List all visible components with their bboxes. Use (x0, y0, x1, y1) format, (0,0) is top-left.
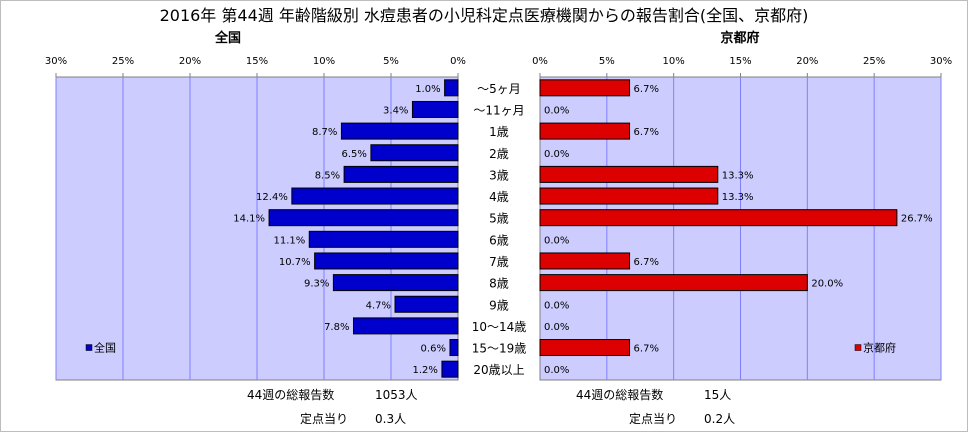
national-bar (411, 100, 459, 118)
kyoto-bar (539, 122, 631, 140)
national-legend-swatch (85, 344, 93, 351)
national-bar (332, 274, 459, 292)
national-bar (340, 122, 459, 140)
age-category-label: 20歳以上 (473, 363, 524, 377)
kyoto-data-label: 0.0% (544, 322, 569, 333)
kyoto-legend-label: 京都府 (863, 341, 896, 355)
kyoto-data-label: 0.0% (544, 365, 569, 376)
kyoto-data-label: 6.7% (634, 84, 659, 95)
age-category-label: 4歳 (489, 190, 509, 204)
national-data-label: 6.5% (341, 149, 366, 160)
kyoto-data-label: 6.7% (634, 127, 659, 138)
kyoto-tick-label: 25% (863, 56, 885, 67)
kyoto-bar (539, 339, 631, 357)
kyoto-bar (539, 209, 898, 227)
age-category-label: ～5ヶ月 (477, 82, 521, 96)
national-bar (352, 317, 459, 335)
kyoto-data-label: 6.7% (634, 257, 659, 268)
kyoto-bar (539, 252, 631, 270)
national-total-value: 1053人 (375, 388, 418, 402)
national-data-label: 1.0% (415, 84, 440, 95)
age-category-label: 10～14歳 (472, 320, 527, 334)
kyoto-data-label: 6.7% (634, 344, 659, 355)
kyoto-data-label: 0.0% (544, 300, 569, 311)
age-category-label: 9歳 (489, 298, 509, 312)
national-bar (370, 144, 459, 162)
national-bar (314, 252, 459, 270)
national-data-label: 14.1% (233, 214, 265, 225)
kyoto-data-label: 26.7% (901, 214, 933, 225)
national-total-label: 44週の総報告数 (247, 387, 334, 402)
national-bar (394, 295, 459, 313)
age-category-label: 7歳 (489, 255, 509, 269)
kyoto-per-value: 0.2人 (704, 412, 735, 426)
kyoto-data-label: 13.3% (722, 192, 754, 203)
national-data-label: 10.7% (279, 257, 311, 268)
age-category-label: 5歳 (489, 212, 509, 226)
national-data-label: 3.4% (383, 105, 408, 116)
kyoto-legend-swatch (854, 344, 862, 351)
national-bar (308, 230, 459, 248)
national-tick-label: 25% (112, 56, 134, 67)
national-bar (291, 187, 459, 205)
kyoto-data-label: 0.0% (544, 235, 569, 246)
age-category-label: 15～19歳 (472, 342, 527, 356)
national-tick-label: 30% (45, 56, 67, 67)
national-bar (444, 79, 459, 97)
national-tick-label: 0% (450, 56, 466, 67)
national-bar (441, 360, 459, 378)
kyoto-tick-label: 15% (729, 56, 751, 67)
national-data-label: 7.8% (324, 322, 349, 333)
age-category-label: 6歳 (489, 233, 509, 247)
national-data-label: 4.7% (366, 300, 391, 311)
national-legend-label: 全国 (94, 341, 116, 355)
kyoto-bar (539, 274, 808, 292)
age-category-label: 8歳 (489, 277, 509, 291)
national-data-label: 1.2% (413, 365, 438, 376)
age-category-label: ～11ヶ月 (473, 103, 524, 117)
national-data-label: 0.6% (421, 344, 446, 355)
kyoto-data-label: 20.0% (811, 279, 843, 290)
national-bar (268, 209, 459, 227)
national-tick-label: 20% (179, 56, 201, 67)
chart-title: 2016年 第44週 年齢階級別 水痘患者の小児科定点医療機関からの報告割合(全… (160, 6, 809, 25)
kyoto-bar (539, 187, 719, 205)
kyoto-data-label: 0.0% (544, 149, 569, 160)
age-category-label: 3歳 (489, 168, 509, 182)
national-data-label: 12.4% (256, 192, 288, 203)
kyoto-tick-label: 20% (796, 56, 818, 67)
kyoto-tick-label: 0% (532, 56, 548, 67)
national-tick-label: 5% (383, 56, 399, 67)
national-tick-label: 15% (246, 56, 268, 67)
national-tick-label: 10% (313, 56, 335, 67)
age-category-label: 2歳 (489, 147, 509, 161)
kyoto-total-label: 44週の総報告数 (576, 387, 663, 402)
kyoto-tick-label: 30% (930, 56, 952, 67)
national-data-label: 9.3% (304, 279, 329, 290)
kyoto-total-value: 15人 (704, 388, 731, 402)
kyoto-data-label: 13.3% (722, 170, 754, 181)
kyoto-data-label: 0.0% (544, 105, 569, 116)
national-bar (343, 165, 459, 183)
age-category-label: 1歳 (489, 125, 509, 139)
national-per-label: 定点当り (300, 411, 348, 426)
national-per-value: 0.3人 (375, 412, 406, 426)
kyoto-tick-label: 10% (663, 56, 685, 67)
national-data-label: 8.5% (315, 170, 340, 181)
national-data-label: 11.1% (273, 235, 305, 246)
kyoto-bar (539, 79, 631, 97)
left-panel-title: 全国 (214, 30, 241, 46)
kyoto-per-label: 定点当り (629, 411, 677, 426)
kyoto-tick-label: 5% (599, 56, 615, 67)
right-panel-title: 京都府 (720, 30, 759, 46)
national-data-label: 8.7% (312, 127, 337, 138)
kyoto-bar (539, 165, 719, 183)
national-bar (449, 339, 459, 357)
